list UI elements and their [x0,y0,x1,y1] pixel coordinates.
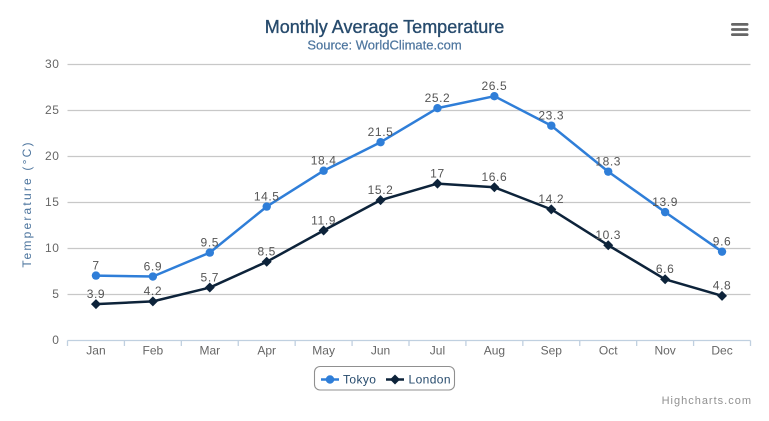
svg-text:21.5: 21.5 [368,125,394,139]
svg-text:26.5: 26.5 [481,79,507,93]
svg-text:Monthly Average Temperature: Monthly Average Temperature [265,17,504,37]
svg-text:9.6: 9.6 [713,234,731,248]
svg-text:17: 17 [430,166,445,180]
svg-text:6.9: 6.9 [144,259,162,273]
svg-text:16.6: 16.6 [481,170,507,184]
svg-text:3.9: 3.9 [87,287,105,301]
svg-text:25.2: 25.2 [425,91,451,105]
svg-text:30: 30 [45,57,60,71]
svg-text:Dec: Dec [711,344,732,358]
svg-text:Feb: Feb [143,344,164,358]
svg-text:Highcharts.com: Highcharts.com [662,395,752,407]
svg-text:15.2: 15.2 [368,183,394,197]
svg-text:15: 15 [45,195,60,209]
svg-text:20: 20 [45,149,60,163]
svg-text:6.6: 6.6 [656,262,674,276]
svg-text:Aug: Aug [484,344,505,358]
svg-text:Tokyo: Tokyo [343,373,376,387]
svg-text:4.2: 4.2 [144,284,162,298]
svg-text:18.3: 18.3 [595,154,621,168]
svg-text:Nov: Nov [654,344,675,358]
svg-text:7: 7 [92,258,99,272]
svg-text:London: London [409,373,451,387]
svg-text:Source: WorldClimate.com: Source: WorldClimate.com [307,38,461,53]
svg-text:13.9: 13.9 [652,195,678,209]
svg-text:Oct: Oct [599,344,618,358]
svg-text:9.5: 9.5 [201,235,219,249]
svg-text:Mar: Mar [199,344,220,358]
svg-text:4.8: 4.8 [713,279,731,293]
svg-text:Temperature (°C): Temperature (°C) [20,140,34,267]
svg-text:Jun: Jun [371,344,390,358]
svg-text:5.7: 5.7 [201,270,219,284]
svg-text:23.3: 23.3 [538,108,564,122]
svg-text:Sep: Sep [541,344,563,358]
svg-text:10.3: 10.3 [595,228,621,242]
svg-text:8.5: 8.5 [257,245,275,259]
svg-text:Jul: Jul [430,344,445,358]
svg-text:May: May [312,344,335,358]
svg-text:11.9: 11.9 [311,213,336,227]
svg-text:18.4: 18.4 [311,154,337,168]
svg-text:25: 25 [45,103,60,117]
svg-text:14.2: 14.2 [538,192,564,206]
svg-text:Jan: Jan [86,344,105,358]
svg-text:14.5: 14.5 [254,189,280,203]
svg-text:0: 0 [52,333,59,347]
svg-text:Apr: Apr [257,344,276,358]
svg-text:5: 5 [52,287,59,301]
svg-text:10: 10 [45,241,60,255]
